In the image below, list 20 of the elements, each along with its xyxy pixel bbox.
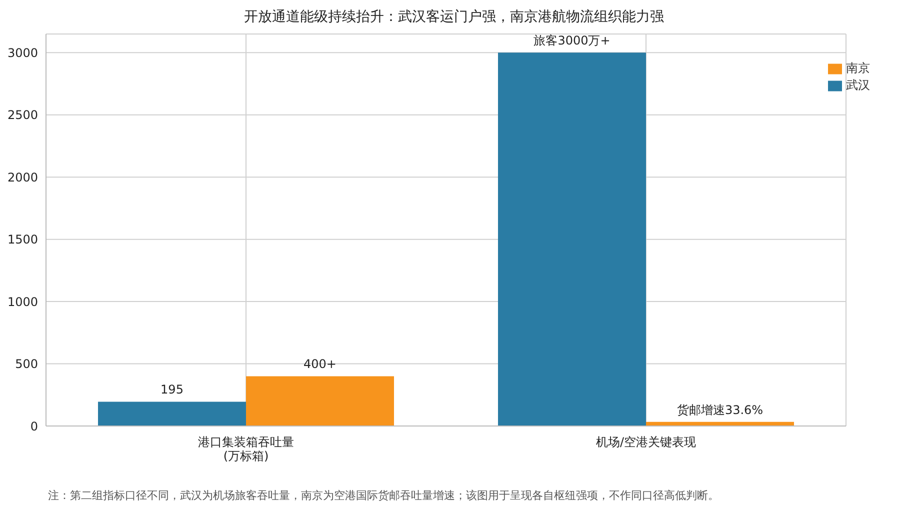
y-tick-label: 2000 xyxy=(7,170,38,184)
text: 注：第二组指标口径不同，武汉为机场旅客吞吐量，南京为空港国际货邮吞吐量增速；该图用于呈现各自枢纽强项，不作同口径高低判断。 xyxy=(48,488,720,503)
bar xyxy=(498,52,646,426)
y-tick-label: 2500 xyxy=(7,108,38,122)
data-label: 195 xyxy=(160,382,184,397)
data-label: 400+ xyxy=(304,357,336,372)
chart-title: 开放通道能级持续抬升：武汉客运门户强，南京港航物流组织能力强 xyxy=(243,8,665,26)
y-tick-label: 1000 xyxy=(7,294,38,309)
x-tick-label: 机场/空港关键表现 xyxy=(596,435,696,449)
data-label: 旅客3000万+ xyxy=(534,34,610,48)
bar xyxy=(98,402,246,426)
bar xyxy=(246,376,394,426)
x-tick-label: 港口集装箱吞吐量 (万标箱) xyxy=(198,435,294,463)
y-tick-label: 500 xyxy=(15,357,38,372)
legend-label: 南京 xyxy=(846,61,870,75)
y-tick-label: 1500 xyxy=(7,232,38,247)
legend-label: 武汉 xyxy=(846,78,870,92)
y-tick-label: 0 xyxy=(30,419,38,434)
y-tick-label: 3000 xyxy=(7,46,38,60)
data-label: 货邮增速33.6% xyxy=(676,402,764,417)
